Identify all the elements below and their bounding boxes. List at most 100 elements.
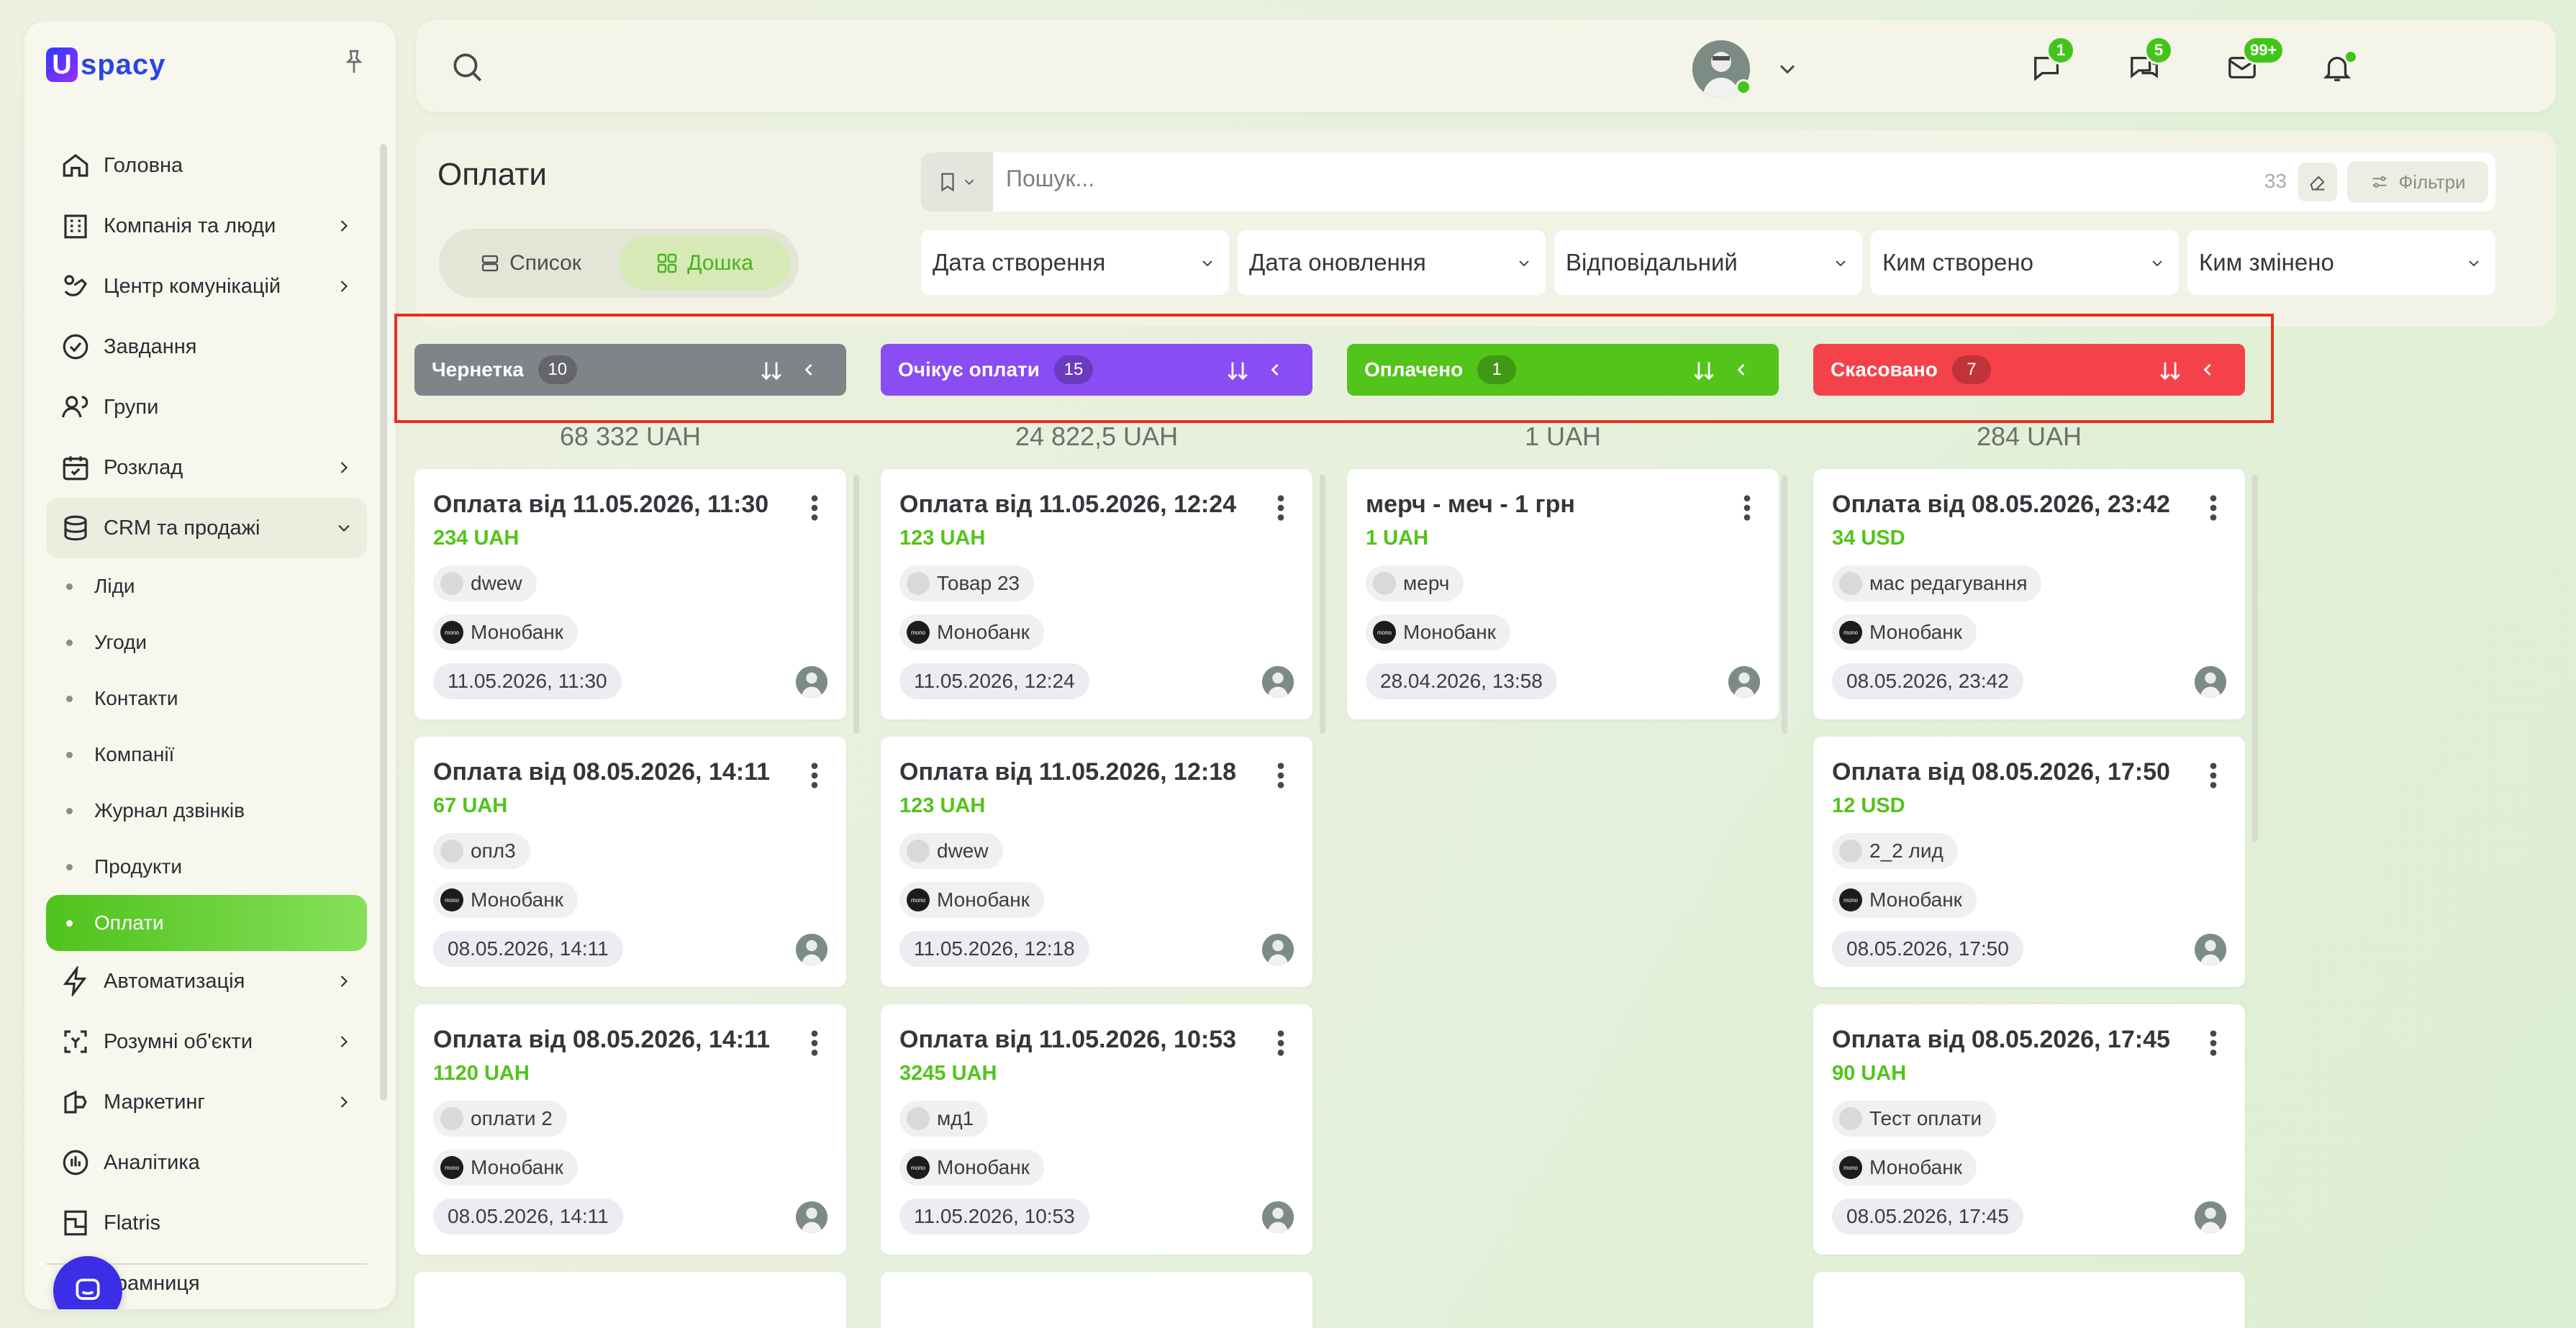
sidebar-item-tasks[interactable]: Завдання [46,317,367,377]
filter-select[interactable]: Дата створення [921,230,1229,295]
sidebar-item-database[interactable]: CRM та продажі [46,498,367,558]
responsible-avatar[interactable] [796,1201,827,1233]
sort-icon[interactable] [758,358,784,383]
logo[interactable]: U spacy [46,47,165,82]
column-header[interactable]: Чернетка 10 [414,344,846,396]
more-options-icon[interactable] [1276,761,1285,790]
sort-icon[interactable] [1691,358,1717,383]
collapse-column-icon[interactable] [799,360,819,380]
column-header[interactable]: Скасовано 7 [1813,344,2245,396]
more-options-icon[interactable] [810,761,819,790]
column-header[interactable]: Оплачено 1 [1347,344,1779,396]
search-input[interactable]: Пошук... [1006,165,1095,191]
provider-chip[interactable]: mono Монобанк [899,1150,1044,1186]
responsible-avatar[interactable] [1262,934,1294,965]
product-chip[interactable]: dwew [433,565,537,601]
sidebar-item-smart-objects[interactable]: Розумні об'єкти [46,1011,367,1072]
sort-icon[interactable] [2157,358,2183,383]
search-icon[interactable] [449,49,485,85]
provider-chip[interactable]: mono Монобанк [899,882,1044,918]
sidebar-subitem[interactable]: Контакти [46,670,367,727]
column-scrollbar[interactable] [1782,475,1787,734]
sidebar-item-analytics[interactable]: Аналітика [46,1132,367,1193]
view-list-button[interactable]: Список [448,236,613,291]
more-options-icon[interactable] [1743,494,1751,522]
provider-chip[interactable]: mono Монобанк [433,1150,578,1186]
sidebar-subitem[interactable]: Оплати [46,895,367,951]
payment-card[interactable]: Оплата від 08.05.2026, 17:50 12 USD 2_2 … [1813,737,2245,987]
payment-card[interactable]: Оплата від 08.05.2026, 14:11 67 UAH опл3… [414,737,846,987]
responsible-avatar[interactable] [796,934,827,965]
provider-chip[interactable]: mono Монобанк [433,882,578,918]
sidebar-subitem[interactable]: Продукти [46,839,367,895]
comments-button[interactable]: 5 [2124,36,2173,88]
payment-card-partial[interactable] [881,1272,1312,1328]
more-options-icon[interactable] [2209,761,2218,790]
provider-chip[interactable]: mono Монобанк [1832,614,1977,650]
provider-chip[interactable]: mono Монобанк [899,614,1044,650]
column-scrollbar[interactable] [853,475,859,734]
responsible-avatar[interactable] [2195,666,2226,698]
collapse-column-icon[interactable] [1265,360,1285,380]
sort-icon[interactable] [1225,358,1251,383]
view-board-button[interactable]: Дошка [619,236,790,291]
payment-card-partial[interactable] [1813,1272,2245,1328]
chat-button[interactable]: 1 [2026,36,2075,88]
payment-card[interactable]: Оплата від 11.05.2026, 10:53 3245 UAH мд… [881,1004,1312,1255]
responsible-avatar[interactable] [2195,1201,2226,1233]
payment-card[interactable]: Оплата від 08.05.2026, 23:42 34 USD мас … [1813,469,2245,719]
provider-chip[interactable]: mono Монобанк [433,614,578,650]
product-chip[interactable]: оплати 2 [433,1101,567,1137]
responsible-avatar[interactable] [1262,1201,1294,1233]
more-options-icon[interactable] [2209,494,2218,522]
payment-card[interactable]: Оплата від 11.05.2026, 12:18 123 UAH dwe… [881,737,1312,987]
collapse-column-icon[interactable] [1731,360,1751,380]
notifications-button[interactable] [2317,47,2357,88]
mail-button[interactable]: 99+ [2222,36,2285,88]
sidebar-item-calendar[interactable]: Розклад [46,437,367,498]
filter-select[interactable]: Дата оновлення [1238,230,1546,295]
product-chip[interactable]: мд1 [899,1101,989,1137]
sidebar-subitem[interactable]: Угоди [46,614,367,670]
more-options-icon[interactable] [1276,494,1285,522]
sidebar-subitem[interactable]: Журнал дзвінків [46,783,367,839]
sidebar-item-groups[interactable]: Групи [46,377,367,437]
payment-card[interactable]: Оплата від 08.05.2026, 17:45 90 UAH Тест… [1813,1004,2245,1255]
more-options-icon[interactable] [2209,1029,2218,1058]
payment-card[interactable]: Оплата від 11.05.2026, 11:30 234 UAH dwe… [414,469,846,719]
column-header[interactable]: Очікує оплати 15 [881,344,1312,396]
product-chip[interactable]: dwew [899,833,1003,869]
clear-search-button[interactable] [2298,163,2337,201]
sidebar-item-lightning[interactable]: Автоматизація [46,951,367,1011]
payment-card[interactable]: мерч - меч - 1 грн 1 UAH мерч mono Моноба… [1347,469,1779,719]
column-scrollbar[interactable] [2252,475,2258,842]
payment-card-partial[interactable] [414,1272,846,1328]
sidebar-subitem[interactable]: Ліди [46,558,367,614]
column-scrollbar[interactable] [1320,475,1325,734]
filter-select[interactable]: Ким створено [1871,230,2179,295]
payment-card[interactable]: Оплата від 11.05.2026, 12:24 123 UAH Тов… [881,469,1312,719]
provider-chip[interactable]: mono Монобанк [1832,1150,1977,1186]
more-options-icon[interactable] [1276,1029,1285,1058]
product-chip[interactable]: опл3 [433,833,530,869]
more-options-icon[interactable] [810,494,819,522]
sidebar-item-flatris[interactable]: Flatris [46,1193,367,1253]
sidebar-subitem[interactable]: Компанії [46,727,367,783]
provider-chip[interactable]: mono Монобанк [1832,882,1977,918]
responsible-avatar[interactable] [796,666,827,698]
sidebar-item-company[interactable]: Компанія та люди [46,196,367,256]
chevron-down-icon[interactable] [1774,56,1800,82]
sidebar-scrollbar[interactable] [380,144,387,1101]
sidebar-item-marketing[interactable]: Маркетинг [46,1072,367,1132]
support-chat-button[interactable] [53,1256,122,1309]
responsible-avatar[interactable] [1728,666,1760,698]
filter-select[interactable]: Відповідальний [1554,230,1862,295]
product-chip[interactable]: Товар 23 [899,565,1035,601]
collapse-column-icon[interactable] [2198,360,2218,380]
more-options-icon[interactable] [810,1029,819,1058]
filter-select[interactable]: Ким змінено [2187,230,2495,295]
provider-chip[interactable]: mono Монобанк [1366,614,1510,650]
sidebar-item-home[interactable]: Головна [46,135,367,196]
pin-icon[interactable] [340,47,368,76]
sidebar-item-communications[interactable]: Центр комунікацій [46,256,367,317]
